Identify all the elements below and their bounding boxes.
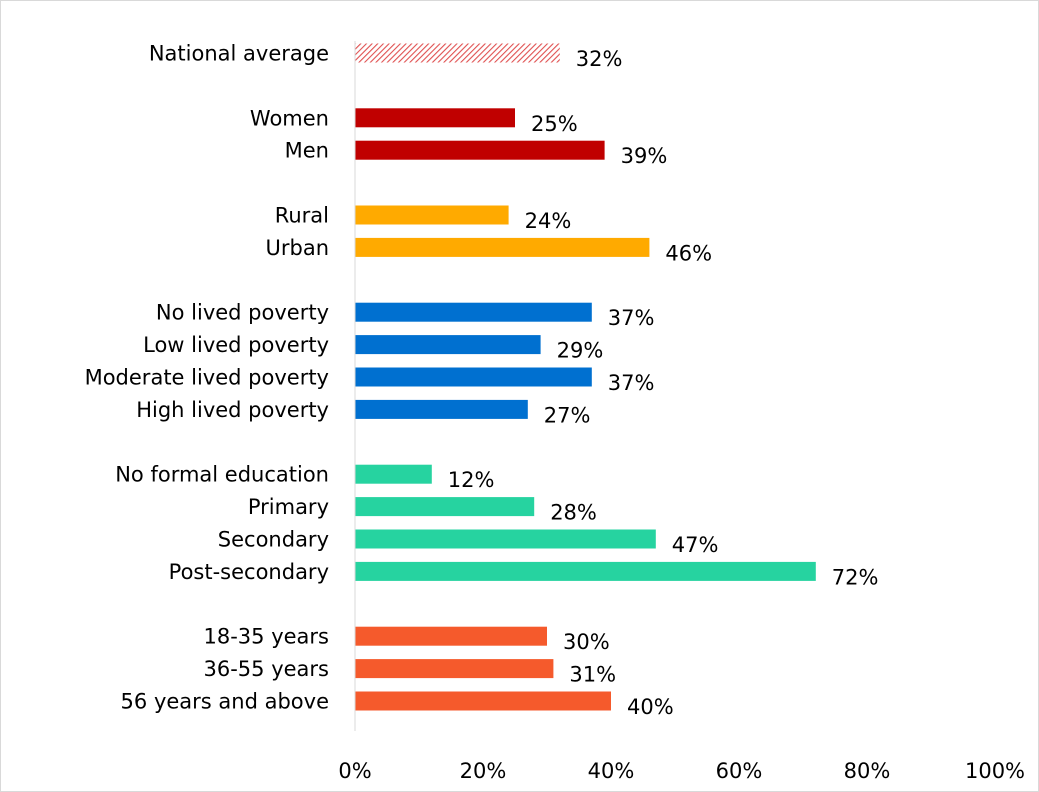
- bar-low-lived-poverty: [355, 335, 541, 354]
- value-label-high-lived-poverty: 27%: [544, 403, 591, 427]
- category-label-moderate-lived-poverty: Moderate lived poverty: [85, 366, 329, 390]
- value-label-national-average: 32%: [576, 47, 623, 71]
- value-label-no-formal-education: 12%: [448, 468, 495, 492]
- bar-moderate-lived-poverty: [355, 368, 592, 387]
- bar-rural: [355, 206, 509, 225]
- bar-36-55-years: [355, 659, 553, 678]
- bar-women: [355, 108, 515, 127]
- category-label-56-years-and-above: 56 years and above: [121, 690, 329, 714]
- bar-men: [355, 141, 605, 160]
- category-label-post-secondary: Post-secondary: [169, 560, 329, 584]
- category-label-men: Men: [285, 139, 329, 163]
- category-label-secondary: Secondary: [218, 528, 329, 552]
- bar-post-secondary: [355, 562, 816, 581]
- value-label-rural: 24%: [525, 209, 572, 233]
- category-label-rural: Rural: [275, 204, 329, 228]
- value-label-post-secondary: 72%: [832, 565, 879, 589]
- category-label-high-lived-poverty: High lived poverty: [136, 398, 329, 422]
- category-label-primary: Primary: [248, 495, 329, 519]
- category-label-36-55-years: 36-55 years: [204, 657, 330, 681]
- value-label-moderate-lived-poverty: 37%: [608, 371, 655, 395]
- value-label-no-lived-poverty: 37%: [608, 306, 655, 330]
- bar-secondary: [355, 530, 656, 549]
- bar-56-years-and-above: [355, 692, 611, 711]
- x-tick-label-100: 100%: [965, 759, 1025, 783]
- category-label-urban: Urban: [265, 236, 329, 260]
- category-label-no-formal-education: No formal education: [115, 463, 329, 487]
- bar-urban: [355, 238, 649, 257]
- value-label-18-35-years: 30%: [563, 630, 610, 654]
- value-label-primary: 28%: [550, 501, 597, 525]
- value-label-urban: 46%: [665, 241, 712, 265]
- value-label-36-55-years: 31%: [569, 663, 616, 687]
- value-label-low-lived-poverty: 29%: [557, 339, 604, 363]
- bar-primary: [355, 497, 534, 516]
- value-label-56-years-and-above: 40%: [627, 695, 674, 719]
- x-tick-label-60: 60%: [716, 759, 763, 783]
- bar-high-lived-poverty: [355, 400, 528, 419]
- value-label-women: 25%: [531, 112, 578, 136]
- bar-no-formal-education: [355, 465, 432, 484]
- bar-18-35-years: [355, 627, 547, 646]
- category-label-women: Women: [250, 106, 329, 130]
- x-tick-label-20: 20%: [460, 759, 507, 783]
- bar-national-average: [355, 44, 560, 63]
- x-tick-label-40: 40%: [588, 759, 635, 783]
- category-label-no-lived-poverty: No lived poverty: [156, 301, 329, 325]
- x-tick-label-0: 0%: [338, 759, 371, 783]
- category-label-18-35-years: 18-35 years: [204, 625, 330, 649]
- value-label-men: 39%: [621, 144, 668, 168]
- value-label-secondary: 47%: [672, 533, 719, 557]
- x-tick-label-80: 80%: [844, 759, 891, 783]
- category-label-national-average: National average: [149, 42, 329, 66]
- category-label-low-lived-poverty: Low lived poverty: [143, 333, 329, 357]
- bars-layer: National average 32% Women 25% Men 39% Rural 24…: [85, 42, 879, 720]
- bar-no-lived-poverty: [355, 303, 592, 322]
